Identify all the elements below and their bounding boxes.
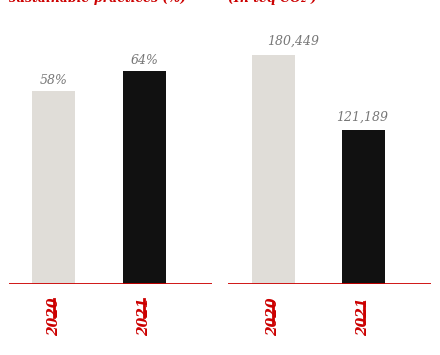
Text: Percentage of land managed
using responsible and
sustainable practices (%): Percentage of land managed using respons… [9, 0, 209, 5]
Text: Group carbon footprint
Assessment
(In teq CO₂ ): Group carbon footprint Assessment (In te… [228, 0, 392, 5]
Text: 121,189: 121,189 [336, 110, 389, 124]
Bar [342, 130, 385, 284]
Bar [123, 71, 165, 284]
Bar [33, 91, 75, 284]
Text: 180,449: 180,449 [268, 35, 319, 48]
Text: 64%: 64% [130, 54, 158, 67]
Bar [252, 55, 295, 284]
Text: 58%: 58% [40, 74, 68, 87]
